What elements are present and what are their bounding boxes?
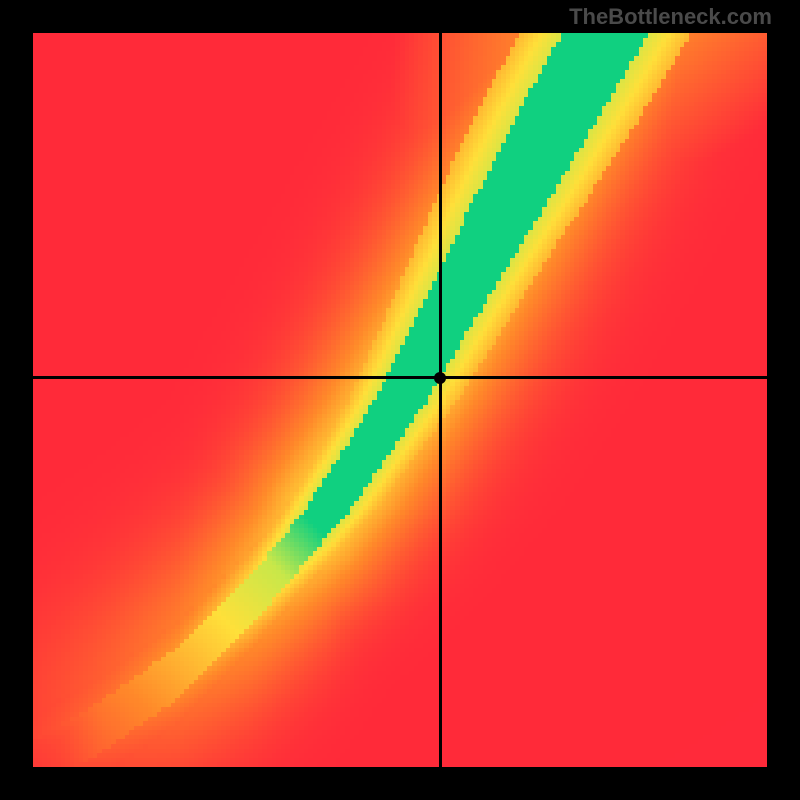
watermark-text: TheBottleneck.com: [569, 4, 772, 30]
heatmap-canvas: [33, 33, 767, 767]
crosshair-horizontal: [33, 376, 767, 379]
crosshair-vertical: [439, 33, 442, 767]
heatmap-plot: [33, 33, 767, 767]
